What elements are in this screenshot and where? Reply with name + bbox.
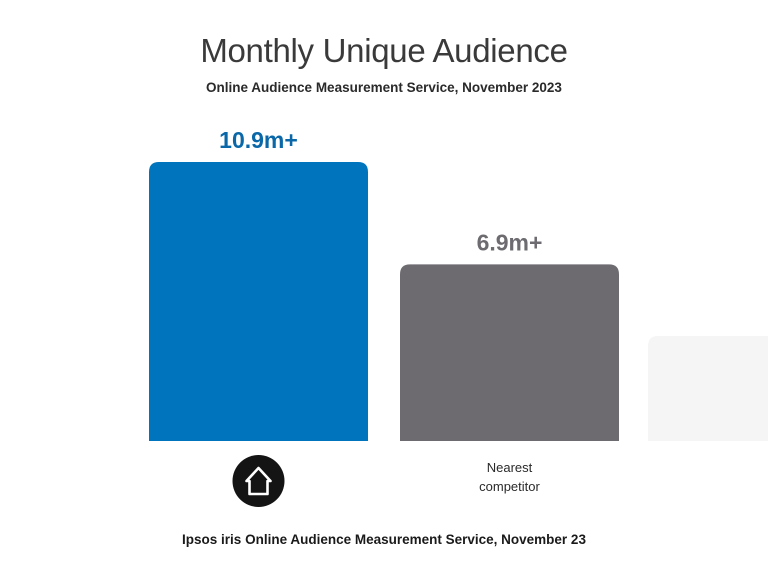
chart-subtitle: Online Audience Measurement Service, Nov… — [206, 80, 562, 95]
category-label-2: Nearest competitor — [479, 460, 540, 494]
data-label-2: 6.9m+ — [477, 229, 543, 255]
bar-2 — [400, 264, 619, 441]
data-label-1: 10.9m+ — [219, 127, 298, 153]
chart-title: Monthly Unique Audience — [200, 32, 568, 69]
bar-3 — [648, 336, 768, 441]
source-footnote: Ipsos iris Online Audience Measurement S… — [182, 532, 586, 547]
bar-1 — [149, 162, 368, 441]
house-icon — [232, 455, 285, 507]
